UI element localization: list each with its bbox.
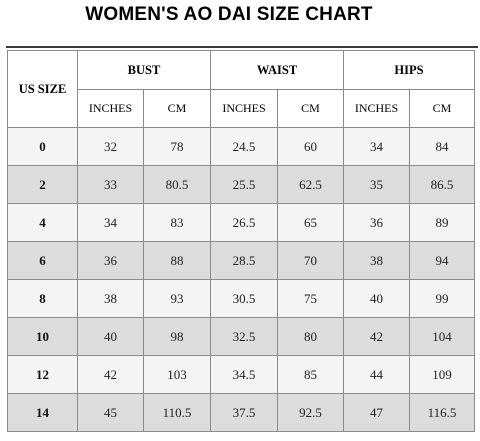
bust-cm-cell: 103 [143,355,211,394]
header-bust-cm: CM [143,89,211,128]
waist-inches-cell: 32.5 [210,317,278,356]
bust-cm-cell: 110.5 [143,393,211,432]
hips-inches-cell: 44 [343,355,411,394]
table-row: 6 36 88 28.5 70 38 94 [7,241,476,280]
waist-inches-cell: 26.5 [210,203,278,242]
header-hips-cm: CM [409,89,476,128]
size-cell: 4 [7,203,78,242]
waist-cm-cell: 75 [276,279,345,318]
hips-inches-cell: 42 [343,317,411,356]
waist-cm-cell: 65 [276,203,345,242]
waist-cm-cell: 70 [276,241,345,280]
page-title: WOMEN'S AO DAI SIZE CHART [85,4,373,25]
header-us-size: US SIZE [7,50,78,128]
hips-inches-cell: 47 [343,393,411,432]
bust-inches-cell: 32 [77,127,144,166]
waist-inches-cell: 34.5 [210,355,278,394]
bust-cm-cell: 93 [143,279,211,318]
size-chart-table: US SIZE BUST WAIST HIPS INCHES CM INCHES… [7,50,476,432]
header-group-row: US SIZE BUST WAIST HIPS [7,50,476,128]
bust-inches-cell: 36 [77,241,144,280]
hips-inches-cell: 38 [343,241,411,280]
hips-cm-cell: 86.5 [409,165,476,204]
waist-inches-cell: 37.5 [210,393,278,432]
size-cell: 2 [7,165,78,204]
header-waist-inches: INCHES [210,89,278,128]
waist-cm-cell: 62.5 [276,165,345,204]
bust-cm-cell: 80.5 [143,165,211,204]
table-row: 0 32 78 24.5 60 34 84 [7,127,476,166]
bust-inches-cell: 34 [77,203,144,242]
bust-cm-cell: 88 [143,241,211,280]
waist-cm-cell: 80 [276,317,345,356]
bust-cm-cell: 83 [143,203,211,242]
waist-cm-cell: 60 [276,127,345,166]
header-waist: WAIST [209,50,345,90]
bust-inches-cell: 38 [77,279,144,318]
hips-cm-cell: 89 [409,203,476,242]
size-cell: 8 [7,279,78,318]
hips-cm-cell: 116.5 [409,393,476,432]
waist-inches-cell: 24.5 [210,127,278,166]
header-bust-inches: INCHES [77,89,144,128]
table-row: 8 38 93 30.5 75 40 99 [7,279,476,318]
waist-cm-cell: 85 [276,355,345,394]
bust-inches-cell: 40 [77,317,144,356]
bust-inches-cell: 42 [77,355,144,394]
table-body: 0 32 78 24.5 60 34 84 2 33 80.5 25.5 62.… [7,127,476,432]
table-row: 12 42 103 34.5 85 44 109 [7,355,476,394]
hips-cm-cell: 99 [409,279,476,318]
header-hips-inches: INCHES [343,89,411,128]
size-cell: 0 [7,127,78,166]
waist-inches-cell: 28.5 [210,241,278,280]
table-row: 4 34 83 26.5 65 36 89 [7,203,476,242]
hips-cm-cell: 109 [409,355,476,394]
hips-inches-cell: 34 [343,127,411,166]
waist-inches-cell: 25.5 [210,165,278,204]
table-row: 10 40 98 32.5 80 42 104 [7,317,476,356]
size-cell: 12 [7,355,78,394]
hips-inches-cell: 35 [343,165,411,204]
hips-cm-cell: 94 [409,241,476,280]
table-row: 14 45 110.5 37.5 92.5 47 116.5 [7,393,476,432]
hips-inches-cell: 40 [343,279,411,318]
hips-inches-cell: 36 [343,203,411,242]
header-unit-row: INCHES CM INCHES CM INCHES CM [8,89,476,128]
header-bust: BUST [77,50,211,90]
bust-cm-cell: 78 [143,127,211,166]
bust-cm-cell: 98 [143,317,211,356]
size-cell: 14 [7,393,78,432]
size-cell: 6 [7,241,78,280]
header-waist-cm: CM [276,89,345,128]
waist-cm-cell: 92.5 [276,393,345,432]
size-cell: 10 [7,317,78,356]
title-divider [6,46,478,48]
table-row: 2 33 80.5 25.5 62.5 35 86.5 [7,165,476,204]
bust-inches-cell: 45 [77,393,144,432]
header-hips: HIPS [343,50,476,90]
bust-inches-cell: 33 [77,165,144,204]
hips-cm-cell: 84 [409,127,476,166]
hips-cm-cell: 104 [409,317,476,356]
waist-inches-cell: 30.5 [210,279,278,318]
